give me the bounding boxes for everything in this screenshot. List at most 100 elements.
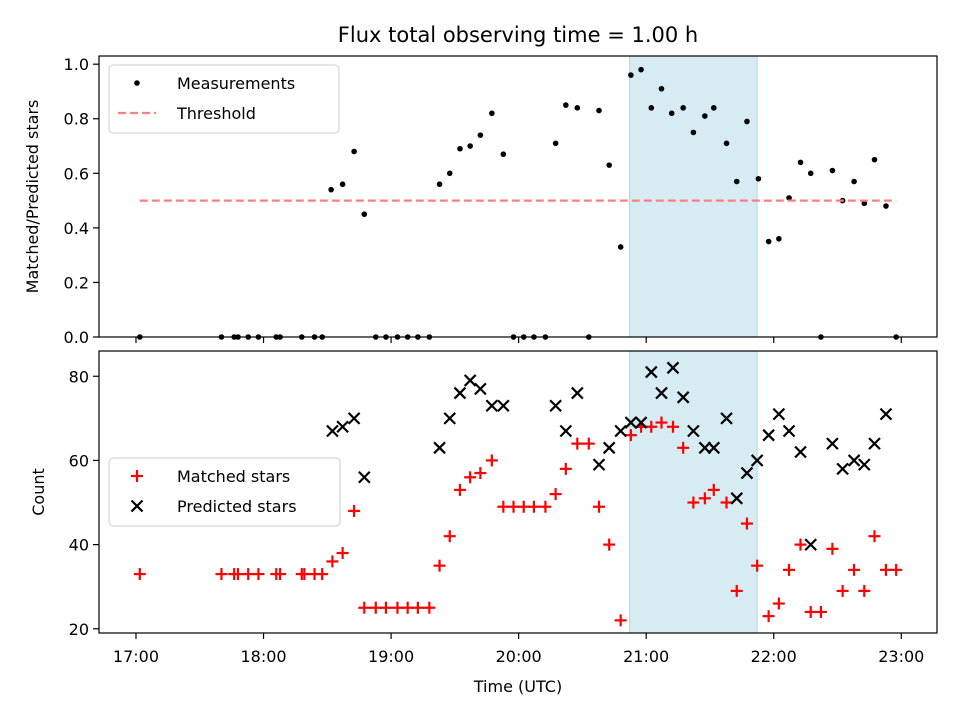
data-point bbox=[433, 559, 446, 572]
data-point bbox=[592, 500, 605, 513]
data-point bbox=[539, 500, 552, 513]
data-point bbox=[497, 399, 510, 412]
y-tick-label: 0.6 bbox=[64, 164, 89, 183]
data-point bbox=[358, 601, 371, 614]
data-point bbox=[614, 614, 627, 627]
data-point bbox=[807, 170, 814, 177]
data-point bbox=[574, 105, 581, 111]
data-point bbox=[467, 143, 473, 149]
data-point bbox=[336, 547, 349, 560]
y-tick-label: 40 bbox=[69, 536, 89, 555]
observing-window-band bbox=[629, 55, 758, 338]
legend-box bbox=[108, 457, 341, 527]
data-point bbox=[879, 407, 893, 421]
data-point bbox=[826, 437, 839, 450]
data-point bbox=[751, 559, 764, 572]
ratio-panel: 0.0 0.2 0.4 0.6 0.8 1.0 Matched/Predicted star… bbox=[23, 55, 938, 347]
x-tick-label: 17:00 bbox=[113, 647, 159, 666]
data-point bbox=[571, 386, 584, 400]
legend: Measurements Threshold bbox=[108, 64, 340, 134]
data-point bbox=[606, 162, 612, 168]
data-point bbox=[814, 605, 827, 618]
data-point bbox=[858, 458, 871, 471]
data-point bbox=[507, 500, 520, 513]
y-tick-label: 0.0 bbox=[64, 328, 89, 347]
data-point bbox=[252, 568, 265, 581]
data-point bbox=[804, 538, 818, 551]
data-point bbox=[369, 601, 382, 614]
data-point bbox=[782, 424, 796, 438]
data-point bbox=[336, 420, 349, 434]
data-point bbox=[274, 568, 287, 581]
data-point bbox=[614, 424, 627, 438]
data-point bbox=[242, 568, 255, 581]
count-panel: 20 40 60 80 17:00 18:00 19:00 20:00 21:00 22:00 23… bbox=[29, 350, 938, 696]
data-point bbox=[668, 110, 675, 117]
legend-marker bbox=[131, 470, 143, 482]
data-point bbox=[411, 601, 424, 614]
data-point bbox=[571, 437, 584, 450]
data-point bbox=[680, 105, 686, 111]
legend-label: Threshold bbox=[176, 104, 256, 123]
y-tick-label: 0.8 bbox=[64, 110, 89, 129]
data-point bbox=[890, 563, 903, 576]
data-point bbox=[559, 424, 573, 438]
data-point bbox=[453, 483, 466, 496]
data-point bbox=[326, 424, 339, 438]
data-point bbox=[517, 500, 530, 513]
data-point bbox=[762, 428, 775, 442]
data-point bbox=[549, 399, 562, 412]
data-point bbox=[298, 568, 311, 581]
data-point bbox=[687, 424, 700, 438]
data-point bbox=[497, 500, 510, 513]
x-tick-label: 18:00 bbox=[240, 647, 286, 666]
x-axis-label: Time (UTC) bbox=[473, 677, 562, 696]
axes-frame bbox=[98, 350, 938, 634]
axes-frame bbox=[98, 55, 938, 338]
data-point bbox=[794, 445, 807, 459]
data-point bbox=[698, 492, 711, 505]
data-point bbox=[794, 538, 807, 551]
data-point bbox=[826, 542, 839, 555]
data-point bbox=[563, 102, 569, 108]
x-tick-label: 23:00 bbox=[878, 647, 924, 666]
x-tick-label: 22:00 bbox=[751, 647, 797, 666]
data-point bbox=[797, 159, 804, 166]
data-point bbox=[596, 107, 602, 114]
data-point bbox=[552, 140, 559, 147]
data-point bbox=[783, 563, 796, 576]
data-point bbox=[645, 365, 658, 379]
y-tick-label: 0.2 bbox=[64, 273, 89, 292]
data-point bbox=[391, 601, 404, 614]
data-point bbox=[879, 563, 892, 576]
data-point bbox=[776, 235, 782, 242]
data-point bbox=[436, 181, 443, 188]
data-point bbox=[351, 148, 357, 155]
data-point bbox=[361, 211, 368, 218]
series-predicted-stars bbox=[326, 361, 893, 551]
data-point bbox=[443, 530, 456, 543]
data-point bbox=[477, 132, 484, 138]
data-point bbox=[851, 178, 857, 185]
y-tick-label: 60 bbox=[69, 451, 89, 470]
legend-box bbox=[108, 64, 340, 134]
data-point bbox=[676, 391, 690, 404]
data-point bbox=[655, 416, 668, 429]
series-matched-stars bbox=[133, 416, 903, 627]
data-point bbox=[858, 584, 871, 597]
data-point bbox=[772, 597, 785, 610]
data-point bbox=[602, 441, 616, 455]
data-point bbox=[559, 462, 572, 475]
y-tick-label: 0.4 bbox=[64, 219, 89, 238]
x-tick-label: 20:00 bbox=[496, 647, 542, 666]
data-point bbox=[634, 416, 648, 429]
data-point bbox=[348, 504, 361, 517]
legend: Matched stars Predicted stars bbox=[108, 457, 341, 527]
data-point bbox=[592, 458, 606, 471]
data-point bbox=[326, 555, 339, 568]
data-point bbox=[868, 437, 881, 450]
data-point bbox=[658, 85, 665, 92]
data-point bbox=[474, 382, 487, 396]
data-point bbox=[666, 361, 680, 375]
